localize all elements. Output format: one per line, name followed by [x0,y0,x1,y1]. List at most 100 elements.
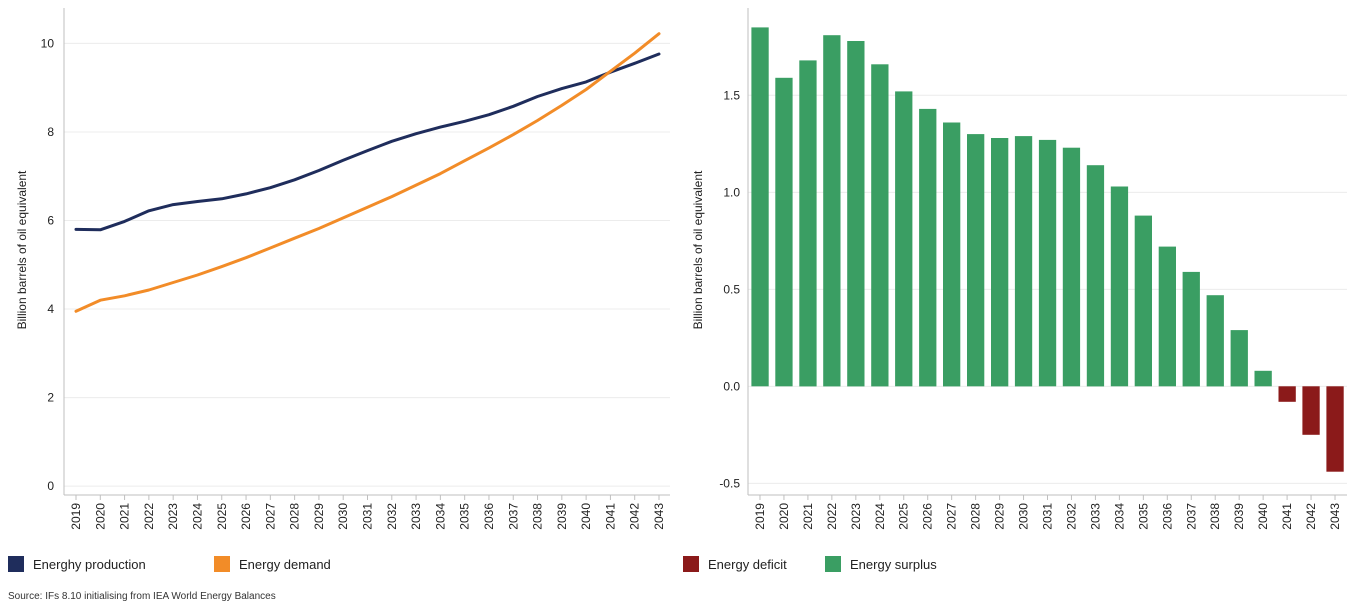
x-tick-label: 2019 [753,503,767,530]
bar-2023 [847,41,865,387]
line-chart: 0 2 4 6 8 10 2019 2020 2021 2022 2023 2024 2025 2026 2… [15,8,670,530]
legend-swatch-production [8,556,24,572]
bar-2030 [1014,136,1033,387]
x-tick-label: 2033 [409,503,423,530]
x-tick-label: 2030 [1017,503,1031,530]
x-tick-label: 2039 [555,503,569,530]
x-tick-label: 2026 [239,503,253,530]
bar-2027 [943,122,961,387]
y-tick-label: 1.0 [723,185,740,199]
x-tick-label: 2027 [263,503,277,530]
x-tick-label: 2028 [969,503,983,530]
legend-swatch-deficit [683,556,699,572]
y-tick-label: 10 [41,36,55,50]
x-tick-label: 2024 [873,503,887,530]
x-tick-label: 2038 [1208,503,1222,530]
x-tick-label: 2025 [215,503,229,530]
bar-2019 [751,27,769,387]
x-tick-label: 2029 [312,503,326,530]
x-tick-label: 2022 [825,503,839,530]
x-tick-label: 2029 [993,503,1007,530]
bar-2032 [1062,147,1081,387]
x-tick-label: 2043 [652,503,666,530]
x-tick-label: 2034 [433,503,447,530]
x-tick-label: 2036 [1160,503,1174,530]
x-tick-label: 2042 [628,503,642,530]
bar-2043 [1326,386,1344,472]
legend-label-deficit: Energy deficit [708,556,787,572]
y-tick-label: 1.5 [723,88,740,102]
y-tick-label: 4 [47,302,54,316]
x-tick-label: 2043 [1328,503,1342,530]
bar-2026 [919,108,937,387]
x-tick-label: 2035 [458,503,472,530]
legend-swatch-demand [214,556,230,572]
x-tick-label: 2036 [482,503,496,530]
x-tick-label: 2024 [190,503,204,530]
x-tick-label: 2034 [1112,503,1126,530]
y-tick-label: 0 [47,479,54,493]
legend-item-production: Energhy production [8,556,214,572]
bar-2028 [967,134,985,387]
legend-item-demand: Energy demand [214,556,331,572]
x-tick-label: 2021 [118,503,132,530]
x-tick-label: 2033 [1088,503,1102,530]
line-chart-legend: Energhy production Energy demand [8,556,331,572]
bar-2021 [799,60,817,387]
legend-label-surplus: Energy surplus [850,556,937,572]
bar-2039 [1230,330,1248,387]
y-tick-label: 0.5 [723,282,740,296]
x-tick-label: 2028 [288,503,302,530]
bar-2035 [1134,215,1152,387]
bar-2036 [1158,246,1176,387]
x-tick-label: 2021 [801,503,815,530]
x-tick-label: 2038 [531,503,545,530]
x-tick-label: 2026 [921,503,935,530]
x-tick-label: 2023 [166,503,180,530]
bar-2037 [1182,271,1200,387]
bar-2041 [1278,386,1296,402]
x-tick-label: 2040 [579,503,593,530]
bar-chart: -0.5 0.0 0.5 1.0 1.5 2019 2020 2021 2022 2023 2024… [691,8,1347,530]
y-axis-label: Billion barrels of oil equivalent [15,170,29,329]
x-tick-label: 2019 [69,503,83,530]
x-tick-label: 2027 [945,503,959,530]
bar-2031 [1038,139,1057,387]
y-tick-label: -0.5 [719,476,740,490]
bar-2020 [775,77,793,387]
x-tick-label: 2037 [506,503,520,530]
x-tick-label: 2022 [142,503,156,530]
y-axis-label: Billion barrels of oil equivalent [691,170,705,329]
bar-2022 [823,35,841,387]
x-tick-label: 2031 [361,503,375,530]
source-note: Source: IFs 8.10 initialising from IEA W… [8,591,276,602]
y-tick-label: 2 [47,391,54,405]
x-tick-label: 2032 [385,503,399,530]
y-tick-label: 6 [47,214,54,228]
bar-2034 [1110,186,1129,387]
bar-2042 [1302,386,1320,435]
x-tick-label: 2025 [897,503,911,530]
bar-chart-legend: Energy deficit Energy surplus [683,556,937,572]
x-tick-label: 2039 [1232,503,1246,530]
x-tick-label: 2031 [1041,503,1055,530]
legend-item-surplus: Energy surplus [825,556,937,572]
x-tick-label: 2041 [1280,503,1294,530]
legend-label-demand: Energy demand [239,556,331,572]
x-tick-label: 2020 [777,503,791,530]
bar-2040 [1254,370,1272,387]
x-tick-label: 2030 [336,503,350,530]
y-tick-label: 8 [47,125,54,139]
bar-2033 [1086,165,1105,387]
x-tick-label: 2035 [1136,503,1150,530]
bar-2025 [895,91,913,387]
series-line-demand [74,32,661,313]
x-tick-label: 2041 [603,503,617,530]
series-line-production [74,52,661,232]
legend-item-deficit: Energy deficit [683,556,825,572]
x-tick-label: 2020 [93,503,107,530]
legend-label-production: Energhy production [33,556,146,572]
legend-swatch-surplus [825,556,841,572]
bar-2038 [1206,295,1224,387]
